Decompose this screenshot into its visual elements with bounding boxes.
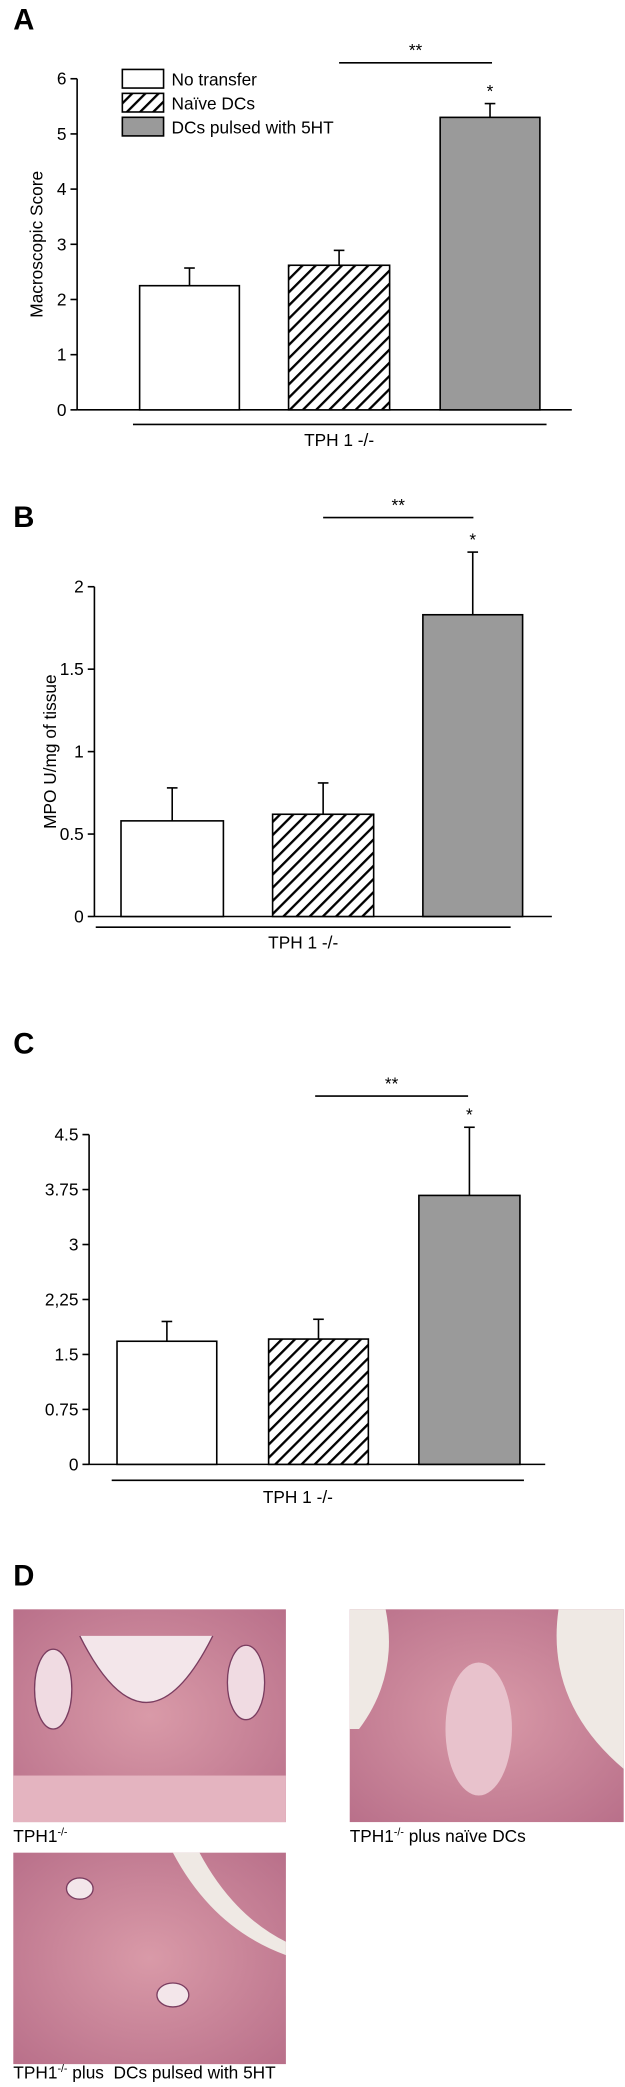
y-tick-label: 3 — [57, 234, 67, 254]
legend-swatch — [121, 68, 165, 89]
y-tick-label: 3.75 — [45, 1180, 79, 1200]
panel-letter: B — [13, 502, 34, 534]
error-bar — [313, 1318, 324, 1340]
image-1 — [13, 1609, 286, 1823]
bar — [422, 613, 524, 918]
y-axis-label: Macroscopic Score — [27, 171, 47, 318]
caption-sup: -/- — [57, 1826, 67, 1838]
bar — [120, 820, 225, 918]
caption-base: TPH1 — [350, 1826, 394, 1846]
image-caption: TPH1-/- plus naïve DCs — [350, 1826, 526, 1846]
bar — [287, 264, 391, 411]
y-tick-label: 3 — [69, 1235, 79, 1255]
image-2 — [349, 1609, 624, 1823]
bar — [418, 1194, 521, 1466]
significance-star: * — [487, 81, 494, 101]
legend-swatch — [121, 116, 165, 137]
y-tick-label: 5 — [57, 124, 67, 144]
error-bar — [317, 782, 329, 815]
image-caption: TPH1-/- — [13, 1826, 68, 1846]
histology-images — [13, 1609, 624, 2065]
error-bar — [484, 102, 496, 118]
y-tick-label: 2,25 — [45, 1289, 79, 1309]
y-tick-label: 1.5 — [60, 659, 84, 679]
caption-base: TPH1 — [13, 2063, 57, 2083]
caption-sup: -/- — [57, 2063, 67, 2075]
bar — [267, 1338, 370, 1466]
significance-label: ** — [385, 1073, 399, 1093]
legend-swatch — [121, 92, 165, 113]
panel-letter: C — [13, 1028, 34, 1060]
error-bar — [184, 267, 195, 286]
y-tick-label: 1 — [57, 345, 67, 365]
bar — [271, 813, 375, 918]
error-bar — [464, 1126, 475, 1196]
bar — [138, 284, 241, 411]
y-tick-label: 0 — [57, 400, 67, 420]
group-label: TPH 1 -/- — [263, 1487, 333, 1507]
legend-label: Naïve DCs — [172, 93, 256, 113]
group-label: TPH 1 -/- — [268, 932, 338, 952]
significance-label: ** — [392, 495, 406, 515]
y-tick-label: 1 — [74, 742, 84, 762]
y-tick-label: 0.75 — [45, 1399, 79, 1419]
caption-base: TPH1 — [13, 1826, 57, 1846]
y-tick-label: 4.5 — [54, 1125, 78, 1145]
panel-letter: A — [13, 5, 34, 37]
error-bar — [333, 249, 345, 266]
legend-label: No transfer — [172, 69, 258, 89]
y-tick-label: 0 — [74, 906, 84, 926]
y-tick-label: 1.5 — [54, 1344, 78, 1364]
image-caption: TPH1-/- plus DCs pulsed with 5HT — [13, 2063, 276, 2083]
y-tick-label: 2 — [57, 289, 67, 309]
bar — [439, 116, 541, 411]
error-bar — [467, 551, 479, 615]
y-tick-label: 0.5 — [60, 824, 84, 844]
image-3 — [13, 1852, 286, 2065]
panel-letter: D — [13, 1560, 34, 1592]
y-tick-label: 0 — [69, 1454, 79, 1474]
legend-label: DCs pulsed with 5HT — [172, 117, 335, 137]
y-tick-label: 2 — [74, 577, 84, 597]
caption-rest: plus naïve DCs — [404, 1826, 526, 1846]
y-tick-label: 6 — [57, 69, 67, 89]
error-bar — [161, 1320, 173, 1342]
y-axis-label: MPO U/mg of tissue — [40, 674, 60, 828]
bar — [116, 1340, 218, 1466]
caption-rest: plus DCs pulsed with 5HT — [67, 2063, 276, 2083]
caption-sup: -/- — [394, 1826, 404, 1838]
y-tick-label: 4 — [57, 179, 67, 199]
group-label: TPH 1 -/- — [304, 430, 374, 450]
error-bar — [166, 787, 178, 821]
significance-label: ** — [409, 40, 423, 60]
significance-star: * — [466, 1105, 473, 1125]
significance-star: * — [469, 529, 476, 549]
